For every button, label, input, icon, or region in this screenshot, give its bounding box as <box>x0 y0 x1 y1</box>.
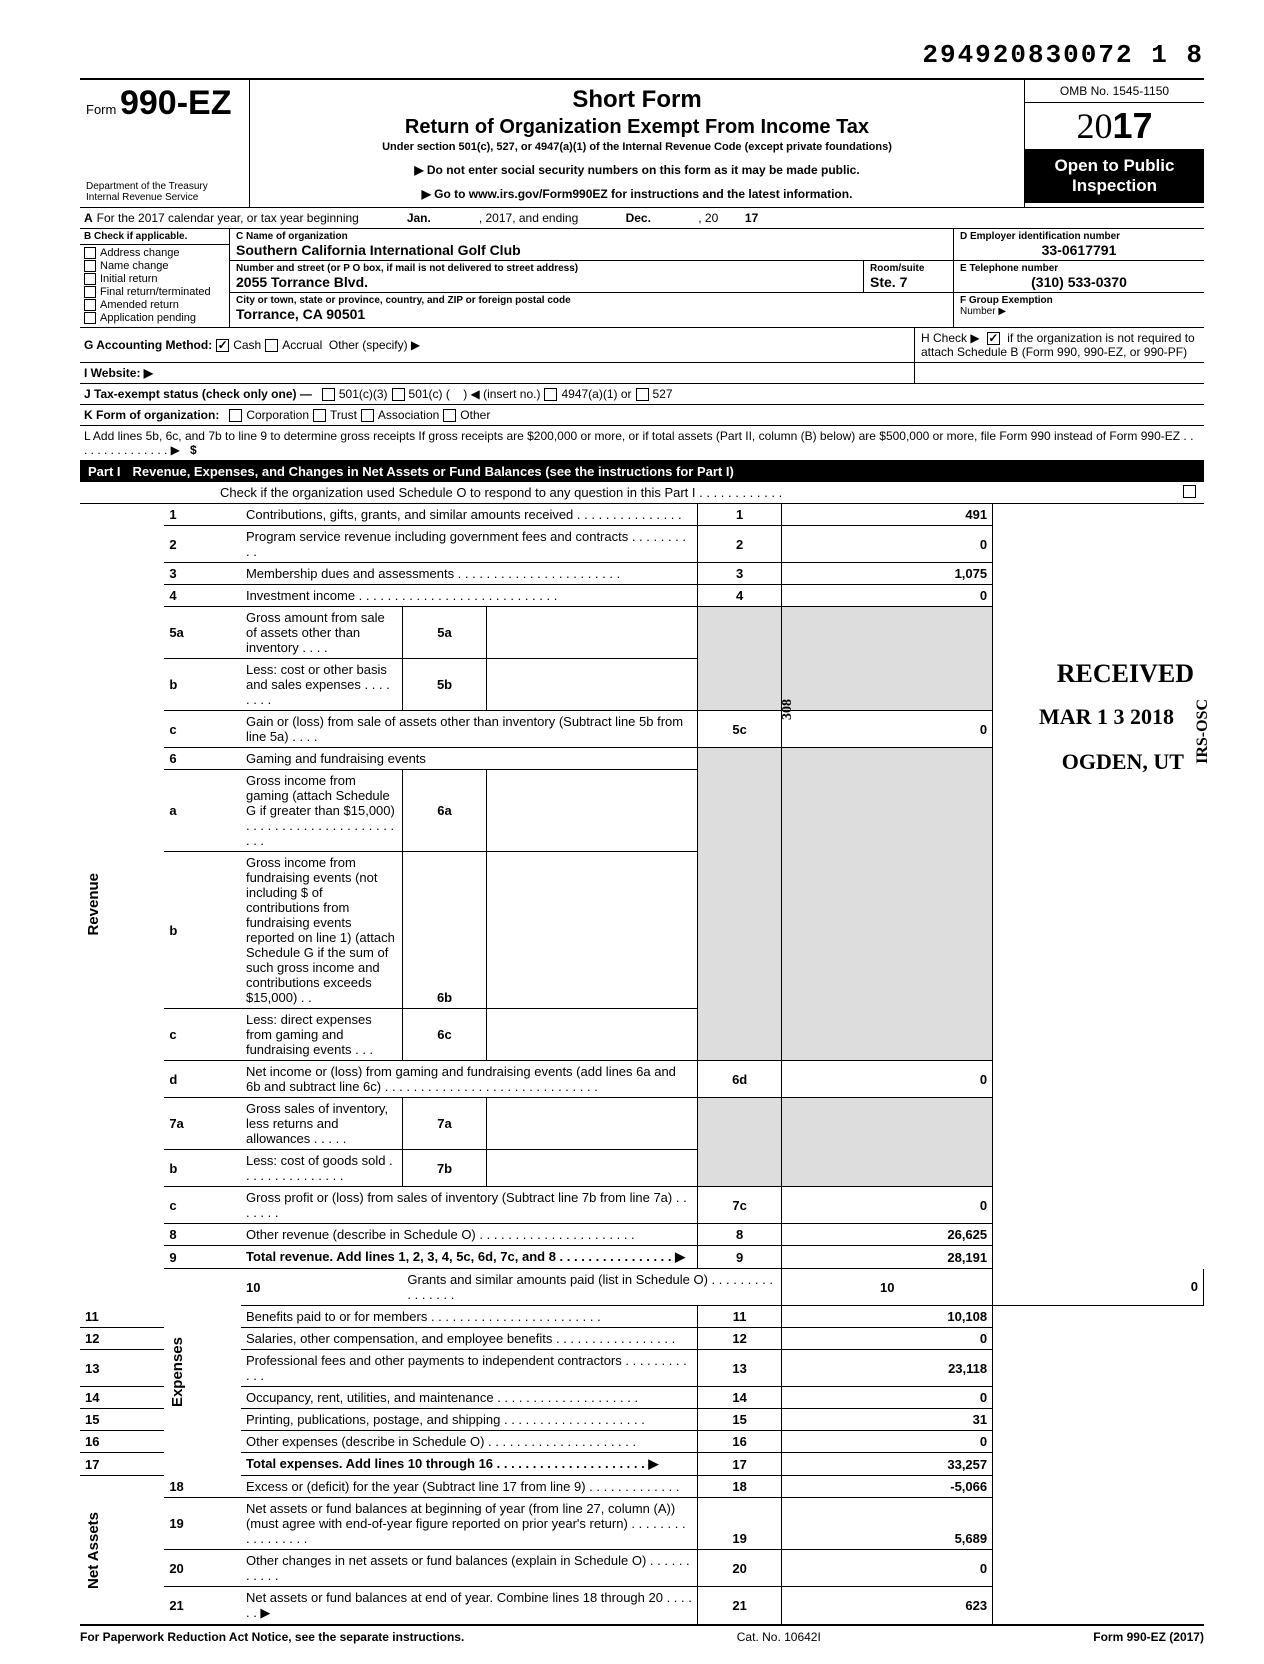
received-stamp: RECEIVED <box>1057 659 1194 689</box>
val-line-11: 10,108 <box>782 1306 993 1328</box>
room-suite: Ste. 7 <box>870 274 947 290</box>
val-line-7c: 0 <box>782 1187 993 1224</box>
checkbox-amended-return[interactable] <box>84 299 96 311</box>
val-line-6d: 0 <box>782 1061 993 1098</box>
part-1-subheader: Check if the organization used Schedule … <box>80 482 1204 504</box>
tax-year: 2017 <box>1025 103 1204 150</box>
omb-number: OMB No. 1545-1150 <box>1025 80 1204 103</box>
line-g-h: G Accounting Method: ✓Cash Accrual Other… <box>80 328 1204 363</box>
checkbox-527[interactable] <box>636 388 649 401</box>
dept-label: Department of the Treasury Internal Reve… <box>86 181 243 203</box>
stamp-date: MAR 1 3 2018 <box>1039 704 1174 730</box>
checkbox-schedule-b[interactable]: ✓ <box>987 332 1000 345</box>
val-line-19: 5,689 <box>782 1498 993 1550</box>
val-line-12: 0 <box>782 1328 993 1350</box>
line-a-period: A For the 2017 calendar year, or tax yea… <box>80 208 1204 229</box>
val-line-14: 0 <box>782 1387 993 1409</box>
telephone: (310) 533-0370 <box>960 274 1198 290</box>
form-subtitle: Return of Organization Exempt From Incom… <box>260 116 1014 139</box>
val-line-21: 623 <box>782 1587 993 1626</box>
open-to-public: Open to Public Inspection <box>1025 150 1204 203</box>
val-line-4: 0 <box>782 585 993 607</box>
stamp-irs-osc: IRS-OSC <box>1194 699 1212 764</box>
val-line-5c: 0 <box>782 711 993 748</box>
document-number: 294920830072 1 8 <box>80 40 1204 70</box>
line-k-form-org: K Form of organization: Corporation Trus… <box>80 405 1204 426</box>
ein: 33-0617791 <box>960 242 1198 258</box>
checkbox-association[interactable] <box>361 409 374 422</box>
checkbox-501c3[interactable] <box>322 388 335 401</box>
val-line-16: 0 <box>782 1431 993 1453</box>
form-title: Short Form <box>260 86 1014 114</box>
col-c-name-address: C Name of organization Southern Californ… <box>230 229 954 327</box>
street-address: 2055 Torrance Blvd. <box>236 274 863 290</box>
val-line-17: 33,257 <box>782 1453 993 1476</box>
form-description: Under section 501(c), 527, or 4947(a)(1)… <box>260 141 1014 153</box>
paperwork-notice: For Paperwork Reduction Act Notice, see … <box>80 1630 464 1644</box>
val-line-3: 1,075 <box>782 563 993 585</box>
checkbox-accrual[interactable] <box>265 339 278 352</box>
val-line-10: 0 <box>993 1269 1204 1306</box>
expenses-side-label: Expenses <box>169 1337 186 1407</box>
revenue-side-label: Revenue <box>85 873 102 936</box>
stamp-308: 308 <box>780 699 796 720</box>
net-assets-side-label: Net Assets <box>85 1512 102 1589</box>
val-line-20: 0 <box>782 1550 993 1587</box>
line-l-gross-receipts: L Add lines 5b, 6c, and 7b to line 9 to … <box>80 426 1204 461</box>
col-def-ids: D Employer identification number 33-0617… <box>954 229 1204 327</box>
checkbox-application-pending[interactable] <box>84 312 96 324</box>
entity-info-block: B Check if applicable. Address change Na… <box>80 229 1204 328</box>
checkbox-initial-return[interactable] <box>84 273 96 285</box>
val-line-15: 31 <box>782 1409 993 1431</box>
checkbox-corporation[interactable] <box>229 409 242 422</box>
form-id: Form 990-EZ <box>86 84 243 123</box>
website-instruction: ▶ Go to www.irs.gov/Form990EZ for instru… <box>260 187 1014 201</box>
city-state-zip: Torrance, CA 90501 <box>236 306 947 322</box>
checkbox-cash[interactable]: ✓ <box>216 339 229 352</box>
part-1-table: Revenue 1Contributions, gifts, grants, a… <box>80 504 1204 1626</box>
cat-number: Cat. No. 10642I <box>737 1630 821 1644</box>
checkbox-trust[interactable] <box>313 409 326 422</box>
checkbox-501c[interactable] <box>392 388 405 401</box>
val-line-18: -5,066 <box>782 1476 993 1498</box>
stamp-ogden: OGDEN, UT <box>1062 749 1184 775</box>
line-j-tax-exempt: J Tax-exempt status (check only one) — 5… <box>80 384 1204 405</box>
checkbox-address-change[interactable] <box>84 247 96 259</box>
val-line-13: 23,118 <box>782 1350 993 1387</box>
checkbox-name-change[interactable] <box>84 260 96 272</box>
val-line-9: 28,191 <box>782 1246 993 1269</box>
col-b-checkboxes: B Check if applicable. Address change Na… <box>80 229 230 327</box>
page-footer: For Paperwork Reduction Act Notice, see … <box>80 1626 1204 1644</box>
checkbox-final-return[interactable] <box>84 286 96 298</box>
val-line-8: 26,625 <box>782 1224 993 1246</box>
ssn-warning: ▶ Do not enter social security numbers o… <box>260 163 1014 177</box>
form-ref: Form 990-EZ (2017) <box>1093 1630 1204 1644</box>
line-i-website: I Website: ▶ <box>80 363 1204 384</box>
checkbox-schedule-o[interactable] <box>1183 485 1196 498</box>
org-name: Southern California International Golf C… <box>236 242 947 258</box>
val-line-2: 0 <box>782 526 993 563</box>
checkbox-other-org[interactable] <box>443 409 456 422</box>
form-header: Form 990-EZ Department of the Treasury I… <box>80 78 1204 208</box>
checkbox-4947a1[interactable] <box>544 388 557 401</box>
val-line-1: 491 <box>782 504 993 526</box>
part-1-header: Part I Revenue, Expenses, and Changes in… <box>80 461 1204 482</box>
